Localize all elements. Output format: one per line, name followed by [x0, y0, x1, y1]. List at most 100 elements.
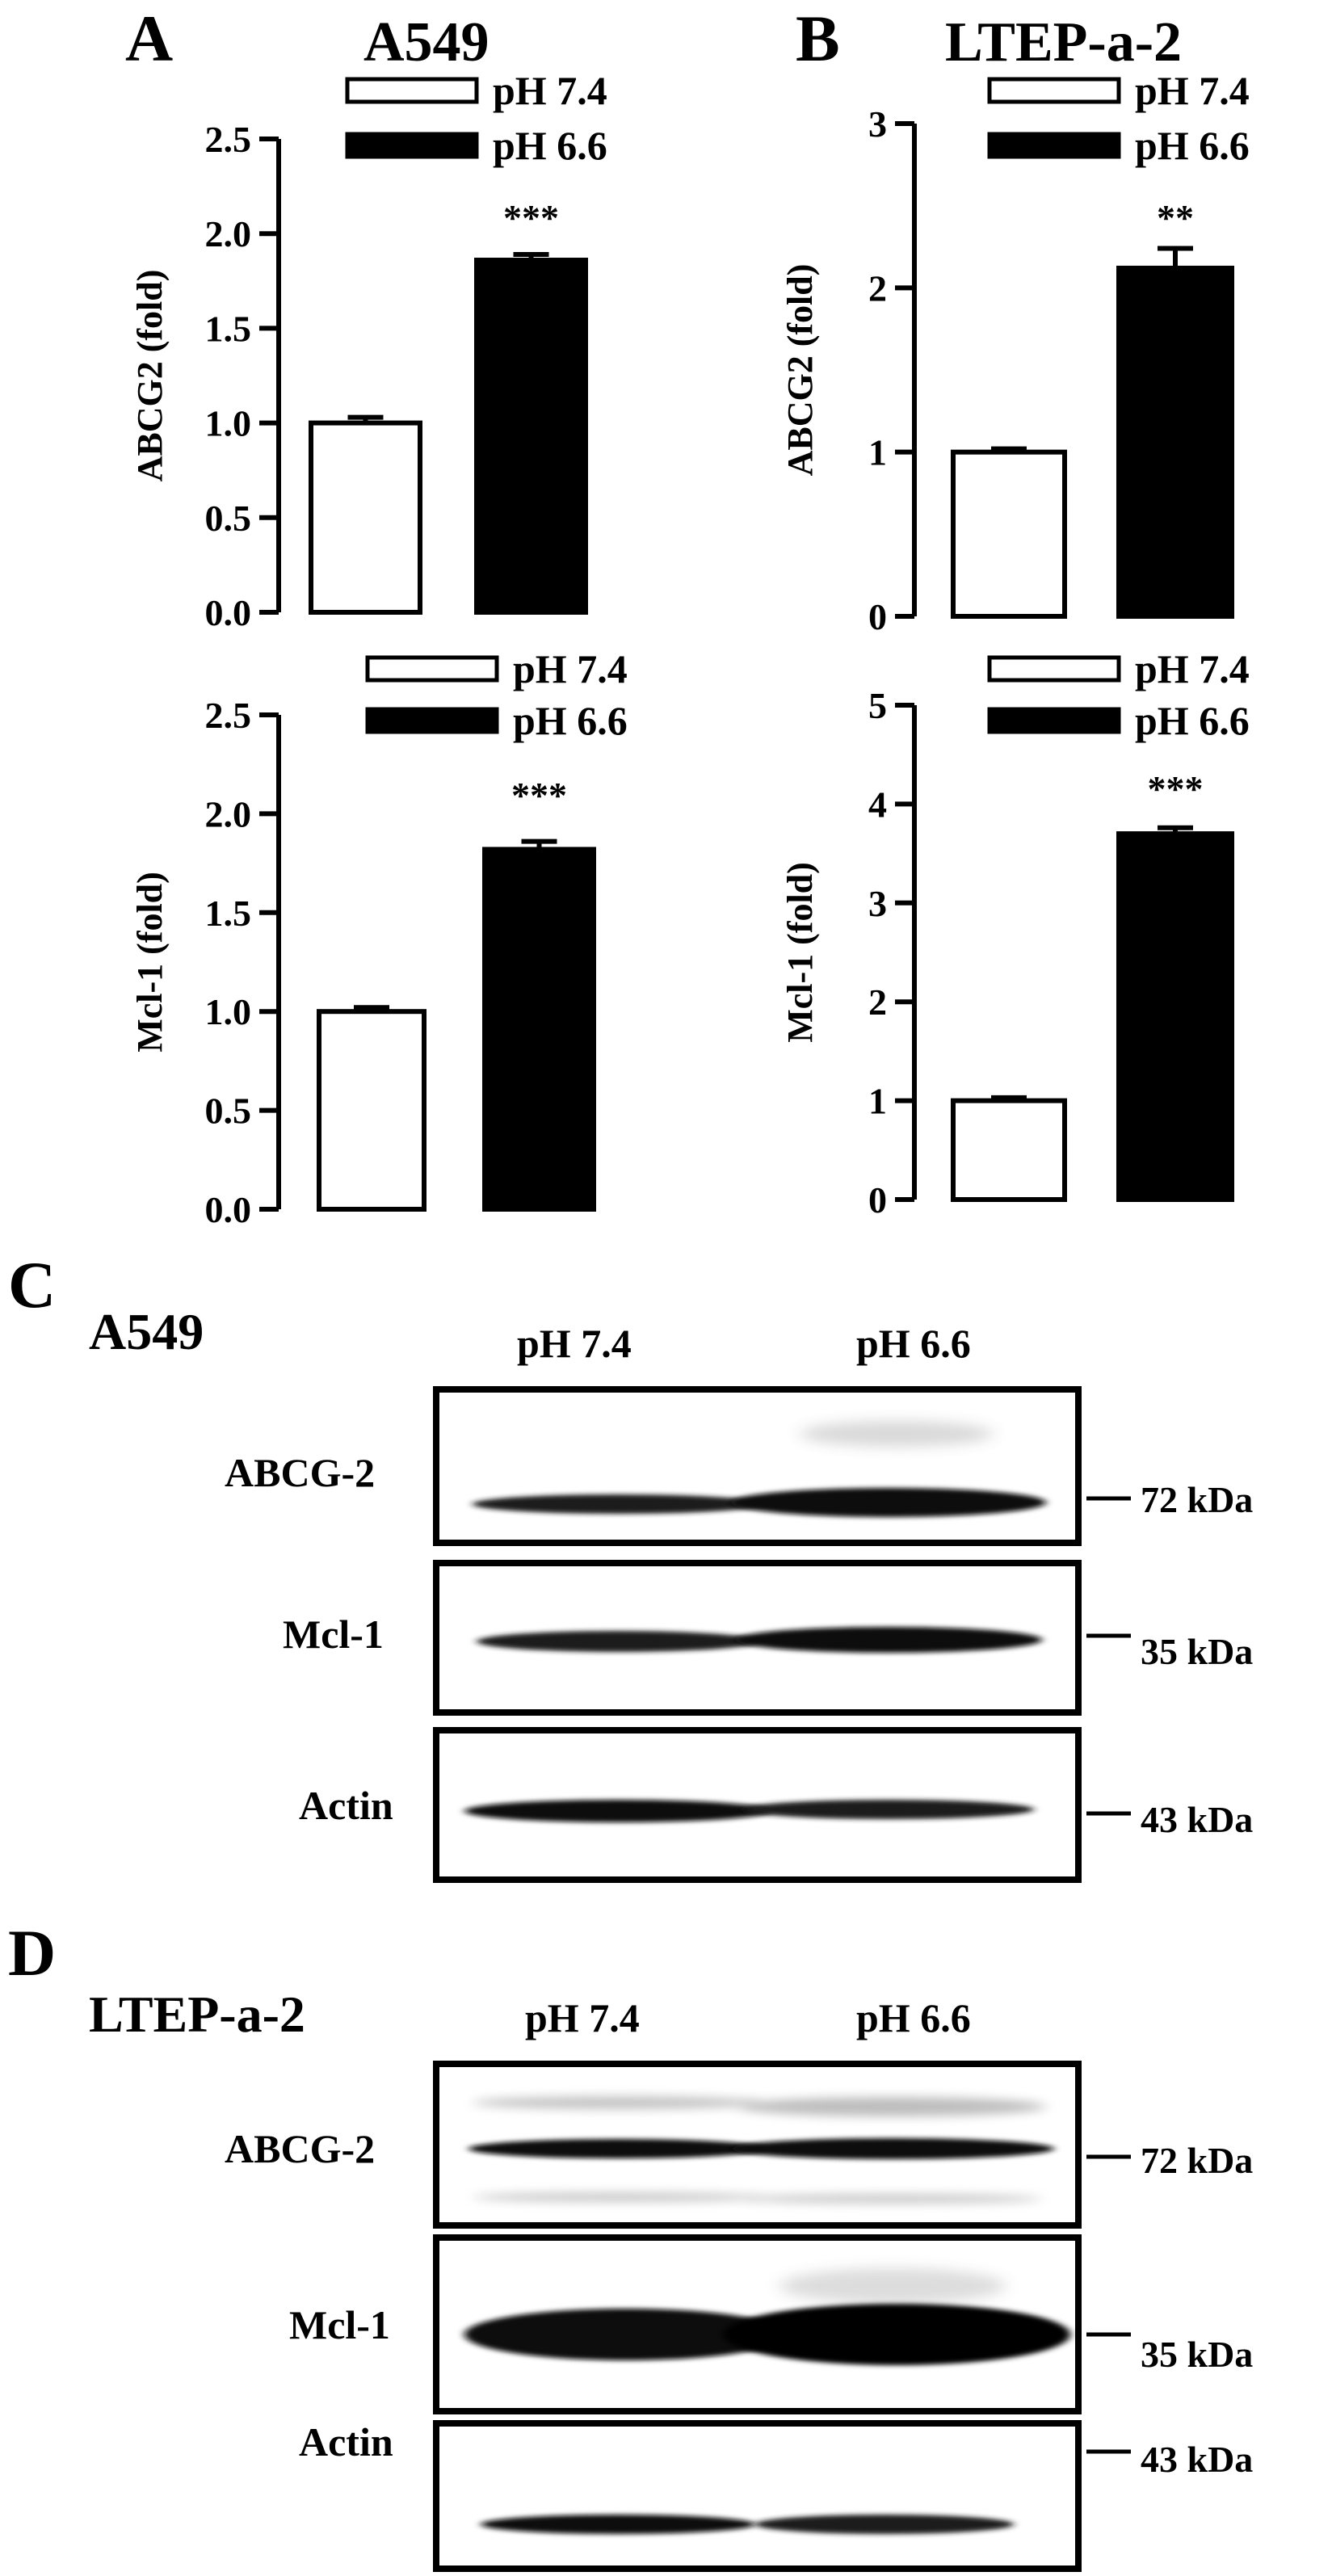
y-axis-label: ABCG2 (fold)	[130, 270, 170, 482]
y-tick-label: 2.5	[205, 695, 252, 736]
bar-ph74	[309, 420, 422, 615]
legend-label-ph74: pH 7.4	[1135, 68, 1250, 113]
blot-band	[731, 2138, 1054, 2159]
y-tick-label: 0	[868, 1179, 887, 1221]
y-tick-label: 2.5	[205, 119, 252, 160]
y-tick-label: 1.5	[205, 308, 252, 349]
legend-swatch-ph74	[365, 655, 499, 683]
blot-band	[477, 1631, 759, 1652]
y-axis-label: ABCG2 (fold)	[780, 264, 820, 477]
y-tick-label: 0	[868, 596, 887, 637]
legend-swatch-ph66	[987, 707, 1121, 734]
y-tick-label: 3	[868, 103, 887, 145]
legend-swatch-ph66	[365, 707, 499, 734]
panel-letter-b: B	[796, 2, 840, 75]
blot-c-kda-mcl1: 35 kDa	[1141, 1631, 1253, 1672]
blot-faint-band	[743, 2194, 1042, 2204]
panel-title-a: A549	[363, 11, 490, 74]
legend-swatch-ph66	[987, 132, 1121, 159]
blot-d-kda-abcg2: 72 kDa	[1141, 2140, 1253, 2181]
y-tick-label: 1	[868, 1081, 887, 1122]
significance-marker: **	[1157, 197, 1194, 238]
blot-d-row-label-actin: Actin	[299, 2419, 393, 2465]
blot-d-row-label-mcl1: Mcl-1	[289, 2302, 390, 2347]
y-tick-label: 2.0	[205, 213, 252, 254]
y-tick-label: 0.0	[205, 592, 252, 633]
y-tick-label: 3	[868, 883, 887, 924]
blot-faint-band	[739, 2097, 1046, 2116]
blot-c-row-mcl1: Mcl-1 35 kDa	[283, 1560, 1253, 1716]
bar-chart-a549-abcg2: 0.0 0.5 1.0 1.5 2.0 2.5 ABCG2 (fold) *** pH 7.4 p…	[130, 68, 607, 633]
blot-band	[755, 2515, 1014, 2534]
blot-band	[723, 2304, 1070, 2365]
blot-c-kda-abcg2: 72 kDa	[1141, 1479, 1253, 1520]
panel-title-b: LTEP-a-2	[945, 11, 1182, 74]
blot-box	[433, 2420, 1082, 2572]
blot-d-row-abcg2: ABCG-2 72 kDa	[225, 2061, 1253, 2229]
blot-band	[731, 1488, 1046, 1517]
blot-c-row-actin: Actin 43 kDa	[299, 1727, 1253, 1883]
blot-band	[735, 1627, 1042, 1653]
bar-chart-ltep-abcg2: 0 1 2 3 ABCG2 (fold) ** pH 7.4 pH 6.6	[780, 68, 1250, 637]
y-tick-label: 5	[868, 685, 887, 726]
blot-c-row-abcg2: ABCG-2 72 kDa	[225, 1386, 1253, 1546]
blot-band	[464, 2309, 788, 2360]
blot-c-row-label-mcl1: Mcl-1	[283, 1612, 384, 1657]
blot-band	[464, 1800, 771, 1822]
legend-swatch-ph74	[987, 655, 1121, 683]
bar-ph74	[317, 1009, 426, 1212]
y-tick-label: 0.5	[205, 1090, 252, 1132]
legend-label-ph74: pH 7.4	[513, 646, 628, 691]
blot-c-lane-2: pH 6.6	[856, 1321, 971, 1366]
blot-smear	[779, 2268, 1006, 2304]
blot-band	[469, 2139, 767, 2158]
bar-chart-ltep-mcl1: 0 1 2 3 4 5 Mcl-1 (fold) *** pH 7.4 pH 6.6	[780, 646, 1250, 1221]
y-tick-label: 1.0	[205, 991, 252, 1032]
blot-band	[743, 1800, 1034, 1819]
legend-label-ph66: pH 6.6	[1135, 698, 1250, 743]
blot-title-d: LTEP-a-2	[89, 1986, 305, 2043]
y-tick-label: 1	[868, 432, 887, 473]
y-tick-label: 4	[868, 784, 887, 825]
blot-d-lane-2: pH 6.6	[856, 1995, 971, 2040]
bar-ph74	[951, 1098, 1067, 1202]
legend-label-ph66: pH 6.6	[493, 123, 607, 168]
significance-marker: ***	[503, 197, 559, 238]
blot-d-lane-1: pH 7.4	[525, 1995, 640, 2040]
significance-marker: ***	[1148, 768, 1204, 809]
y-tick-label: 1.0	[205, 403, 252, 444]
y-axis-label: Mcl-1 (fold)	[130, 872, 170, 1053]
blot-smear	[800, 1421, 994, 1447]
blot-d-row-label-abcg2: ABCG-2	[225, 2126, 375, 2171]
blot-d-kda-actin: 43 kDa	[1141, 2439, 1253, 2480]
bar-chart-a549-mcl1: 0.0 0.5 1.0 1.5 2.0 2.5 Mcl-1 (fold) *** pH 7.4 p…	[130, 646, 628, 1230]
bar-ph66	[482, 847, 596, 1212]
legend-swatch-ph66	[345, 132, 479, 159]
blot-faint-band	[473, 2192, 763, 2202]
y-tick-label: 0.5	[205, 498, 252, 539]
blot-c-kda-actin: 43 kDa	[1141, 1799, 1253, 1840]
legend-swatch-ph74	[345, 77, 479, 104]
y-tick-label: 2	[868, 981, 887, 1023]
legend-label-ph74: pH 7.4	[493, 68, 607, 113]
bar-ph66	[1116, 265, 1234, 619]
blot-d-row-mcl1: Mcl-1 35 kDa	[289, 2234, 1253, 2414]
legend-swatch-ph74	[987, 77, 1121, 104]
y-axis-label: Mcl-1 (fold)	[780, 862, 820, 1043]
bar-ph66	[474, 258, 588, 615]
panel-letter-a: A	[125, 2, 173, 75]
blot-c-row-label-abcg2: ABCG-2	[225, 1450, 375, 1495]
y-tick-label: 0.0	[205, 1189, 252, 1230]
blot-band	[481, 2515, 755, 2534]
blot-d-kda-mcl1: 35 kDa	[1141, 2334, 1253, 2375]
blot-c-lane-1: pH 7.4	[517, 1321, 632, 1366]
blot-band	[473, 1494, 763, 1514]
y-tick-label: 2.0	[205, 793, 252, 834]
significance-marker: ***	[511, 775, 567, 816]
blot-faint-band	[473, 2096, 763, 2109]
legend-label-ph66: pH 6.6	[1135, 123, 1250, 168]
panel-letter-d: D	[8, 1916, 56, 1990]
bar-ph74	[951, 449, 1067, 620]
bar-ph66	[1116, 831, 1234, 1202]
